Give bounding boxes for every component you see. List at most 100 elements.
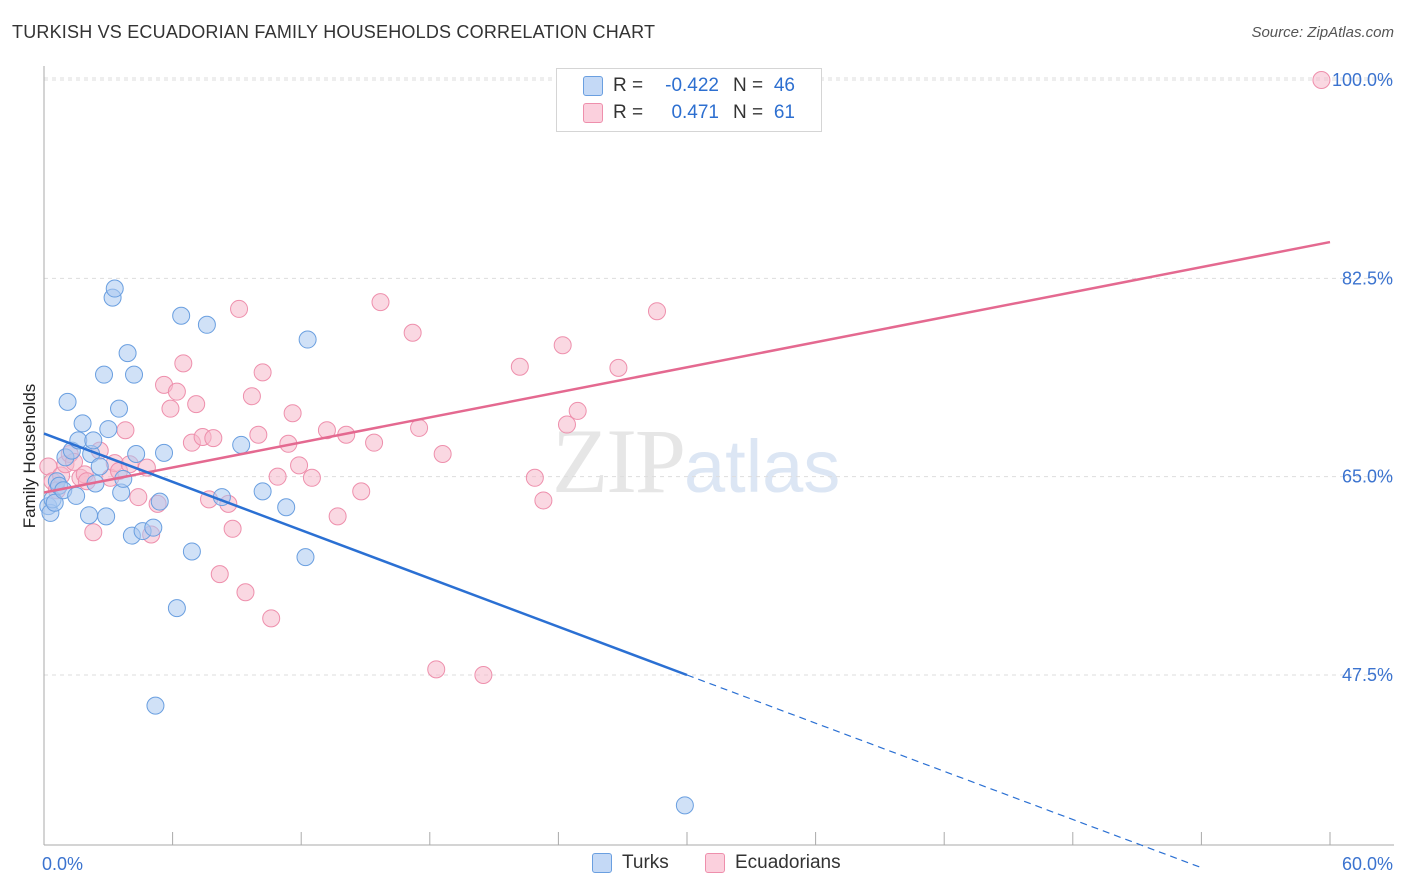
ecuadorians-point xyxy=(352,482,371,501)
ecuadorians-point xyxy=(249,425,268,444)
ecuadorians-point xyxy=(230,299,249,318)
turks-point xyxy=(80,506,99,525)
ecuadorians-point xyxy=(474,666,493,684)
ecuadorians-point xyxy=(268,467,287,486)
turks-point xyxy=(182,542,201,561)
ecuadorians-point xyxy=(187,395,206,414)
turks-point xyxy=(99,420,118,439)
ecuadorians-point xyxy=(427,660,446,679)
ecuadorians-point xyxy=(568,401,587,420)
turks-point xyxy=(95,365,114,384)
turks-point xyxy=(144,518,163,537)
turks-point xyxy=(58,392,77,411)
turks-point xyxy=(97,507,116,526)
turks-point xyxy=(197,315,216,334)
ecuadorians-point xyxy=(410,418,429,437)
ecuadorians-trendline xyxy=(43,240,1331,494)
series-legend-turks: Turks xyxy=(592,852,669,874)
ecuadorians-point xyxy=(609,358,628,377)
ecuadorians-point xyxy=(116,421,135,440)
ecuadorians-point xyxy=(510,357,529,376)
ecuadorians-point xyxy=(223,519,242,538)
series-swatch-turks xyxy=(592,853,612,873)
turks-point xyxy=(296,548,315,567)
legend-row-turks: R = -0.422 N = 46 xyxy=(583,73,795,99)
ecuadorians-point xyxy=(302,468,321,487)
turks-point xyxy=(150,492,169,511)
ecuadorians-point xyxy=(174,354,193,373)
turks-trendline xyxy=(43,432,688,677)
series-label-ecuadorians: Ecuadorians xyxy=(735,852,841,873)
turks-point xyxy=(125,365,144,384)
y-tick-label: 82.5% xyxy=(1342,268,1393,288)
ecuadorians-point xyxy=(328,507,347,526)
legend-n-value: 46 xyxy=(773,75,795,96)
ecuadorians-point xyxy=(1312,71,1331,89)
ecuadorians-point xyxy=(161,399,180,418)
ecuadorians-point xyxy=(557,415,576,434)
ecuadorians-point xyxy=(242,387,261,406)
y-tick-label: 47.5% xyxy=(1342,665,1393,685)
ecuadorians-point xyxy=(167,382,186,401)
ecuadorians-point xyxy=(204,429,223,448)
ecuadorians-point xyxy=(236,583,255,602)
series-legend: Turks Ecuadorians xyxy=(0,852,1406,876)
ecuadorians-point xyxy=(84,523,103,542)
ecuadorians-point xyxy=(210,565,229,584)
series-legend-ecuadorians: Ecuadorians xyxy=(705,852,841,874)
turks-point xyxy=(675,796,694,815)
ecuadorians-point xyxy=(283,404,302,423)
legend-row-ecuadorians: R = 0.471 N = 61 xyxy=(583,100,795,126)
legend-n-value: 61 xyxy=(773,102,795,123)
legend-r-value: -0.422 xyxy=(665,75,719,96)
turks-point xyxy=(73,414,92,433)
legend-n-label: N = xyxy=(733,102,764,123)
turks-trendline-extension xyxy=(686,674,1202,869)
watermark: ZIPatlas xyxy=(552,408,840,514)
turks-point xyxy=(146,696,165,715)
turks-point xyxy=(167,599,186,618)
legend-n-label: N = xyxy=(733,75,764,96)
turks-point xyxy=(232,435,251,454)
series-label-turks: Turks xyxy=(622,852,669,873)
ecuadorians-point xyxy=(371,293,390,312)
ecuadorians-point xyxy=(253,363,272,382)
turks-point xyxy=(253,482,272,501)
x-tick-label: 0.0% xyxy=(42,854,83,874)
ecuadorians-point xyxy=(403,323,422,342)
turks-point xyxy=(127,445,146,463)
legend-swatch-turks xyxy=(583,76,603,96)
legend-r-label: R = xyxy=(613,102,644,123)
ecuadorians-point xyxy=(647,302,666,321)
x-tick-label: 60.0% xyxy=(1342,854,1393,874)
turks-point xyxy=(67,486,86,505)
y-tick-label: 65.0% xyxy=(1342,467,1393,487)
turks-point xyxy=(277,498,296,517)
ecuadorians-point xyxy=(525,468,544,487)
turks-point xyxy=(90,457,109,476)
turks-point xyxy=(105,279,124,298)
legend-r-value: 0.471 xyxy=(671,102,719,123)
ecuadorians-point xyxy=(534,491,553,510)
ecuadorians-point xyxy=(553,336,572,355)
turks-point xyxy=(155,443,174,462)
ecuadorians-point xyxy=(365,433,384,452)
y-tick-label: 100.0% xyxy=(1332,70,1393,90)
turks-point xyxy=(118,344,137,363)
ecuadorians-point xyxy=(433,445,452,463)
turks-point xyxy=(84,431,103,450)
series-swatch-ecuadorians xyxy=(705,853,725,873)
turks-point xyxy=(298,330,317,349)
turks-point xyxy=(45,493,64,512)
legend-swatch-ecuadorians xyxy=(583,103,603,123)
watermark-atlas: atlas xyxy=(684,425,841,508)
turks-point xyxy=(172,306,191,325)
chart-title: TURKISH VS ECUADORIAN FAMILY HOUSEHOLDS … xyxy=(12,22,656,42)
ecuadorians-point xyxy=(290,456,309,475)
ecuadorians-point xyxy=(262,609,281,628)
legend-r-label: R = xyxy=(613,75,644,96)
ecuadorians-point xyxy=(129,488,148,507)
turks-point xyxy=(110,399,129,418)
source-label: Source: ZipAtlas.com xyxy=(1251,24,1394,41)
